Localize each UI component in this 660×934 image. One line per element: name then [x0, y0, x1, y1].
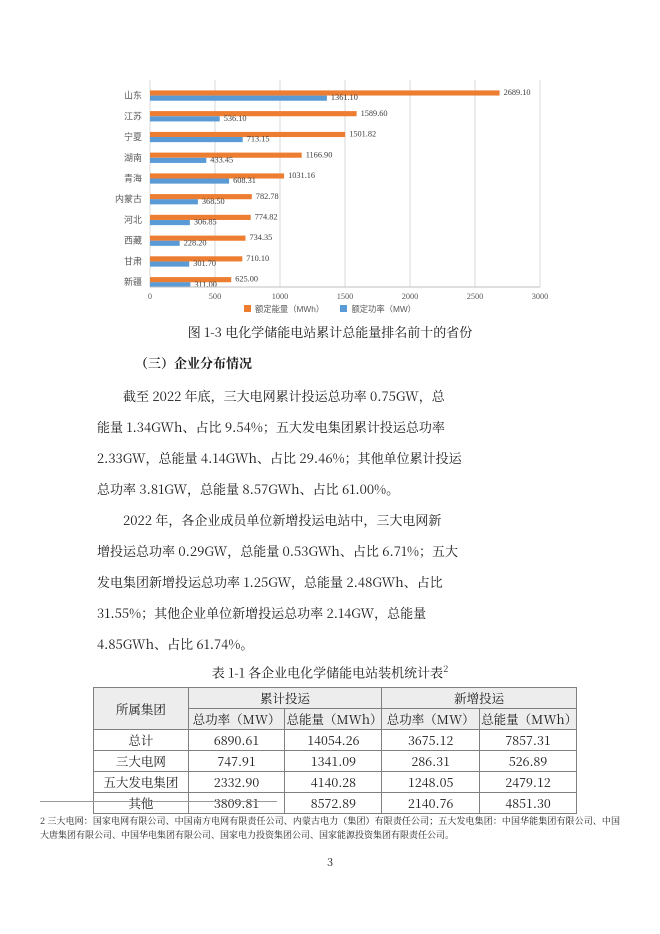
svg-text:710.10: 710.10: [246, 254, 269, 263]
svg-text:301.70: 301.70: [193, 259, 216, 268]
svg-text:782.78: 782.78: [256, 192, 279, 201]
svg-text:2000: 2000: [402, 292, 419, 301]
svg-text:内蒙古: 内蒙古: [115, 193, 142, 204]
svg-text:山东: 山东: [124, 90, 142, 101]
svg-text:2689.10: 2689.10: [504, 88, 531, 97]
svg-text:306.85: 306.85: [194, 218, 217, 227]
svg-text:宁夏: 宁夏: [124, 131, 142, 142]
svg-text:青海: 青海: [124, 173, 142, 184]
svg-text:1166.90: 1166.90: [306, 150, 333, 159]
svg-text:713.15: 713.15: [247, 135, 270, 144]
svg-text:河北: 河北: [124, 214, 142, 225]
svg-text:1589.60: 1589.60: [361, 109, 388, 118]
svg-text:江苏: 江苏: [124, 110, 142, 121]
svg-text:433.45: 433.45: [210, 155, 233, 164]
svg-text:608.31: 608.31: [233, 176, 256, 185]
svg-text:228.20: 228.20: [184, 238, 207, 247]
svg-text:311.00: 311.00: [194, 280, 217, 289]
svg-text:甘肃: 甘肃: [124, 256, 142, 267]
svg-text:368.50: 368.50: [202, 197, 225, 206]
svg-text:新疆: 新疆: [124, 276, 142, 287]
svg-text:1500: 1500: [337, 292, 354, 301]
svg-text:1031.16: 1031.16: [288, 171, 315, 180]
svg-text:1361.10: 1361.10: [331, 93, 358, 102]
svg-text:1000: 1000: [272, 292, 289, 301]
svg-text:西藏: 西藏: [124, 235, 142, 246]
svg-text:536.10: 536.10: [224, 114, 247, 123]
svg-text:625.00: 625.00: [235, 275, 258, 284]
svg-text:500: 500: [209, 292, 221, 301]
svg-text:0: 0: [148, 292, 152, 301]
svg-text:湖南: 湖南: [124, 152, 142, 163]
svg-text:3000: 3000: [532, 292, 549, 301]
svg-text:734.35: 734.35: [250, 233, 273, 242]
svg-text:774.82: 774.82: [255, 213, 278, 222]
svg-text:1501.82: 1501.82: [349, 130, 376, 139]
svg-text:2500: 2500: [467, 292, 484, 301]
